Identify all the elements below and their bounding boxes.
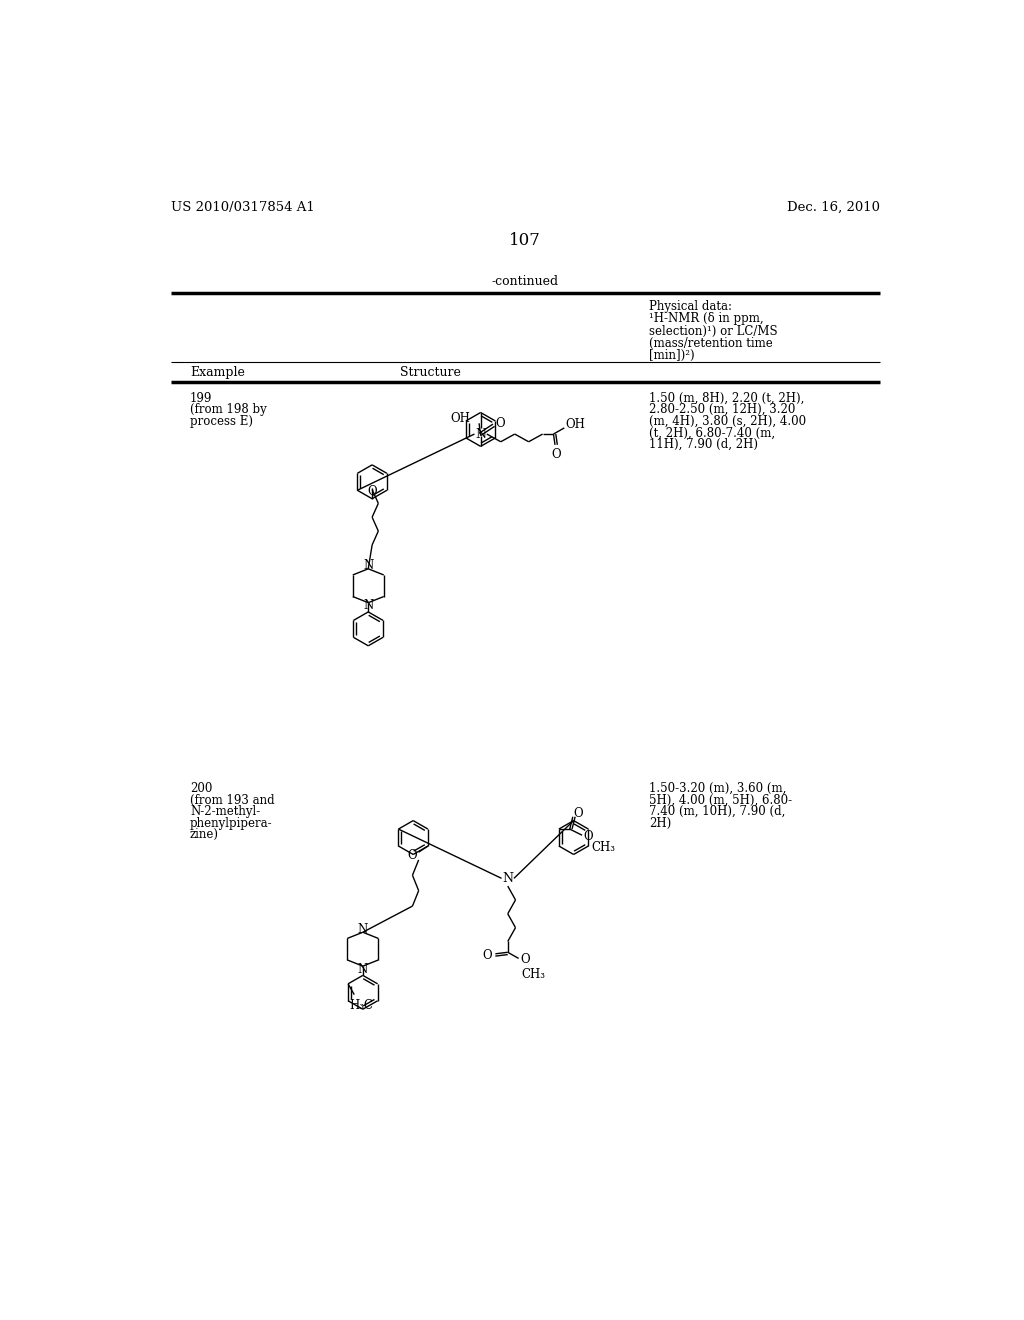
- Text: N: N: [475, 428, 486, 441]
- Text: 11H), 7.90 (d, 2H): 11H), 7.90 (d, 2H): [649, 438, 758, 451]
- Text: (from 198 by: (from 198 by: [190, 404, 266, 416]
- Text: O: O: [552, 447, 561, 461]
- Text: O: O: [496, 417, 505, 430]
- Text: 5H), 4.00 (m, 5H), 6.80-: 5H), 4.00 (m, 5H), 6.80-: [649, 793, 792, 807]
- Text: O: O: [482, 949, 493, 962]
- Text: US 2010/0317854 A1: US 2010/0317854 A1: [171, 201, 314, 214]
- Text: 107: 107: [509, 231, 541, 248]
- Text: 2H): 2H): [649, 817, 671, 830]
- Text: -continued: -continued: [492, 276, 558, 289]
- Text: N: N: [364, 560, 374, 573]
- Text: CH₃: CH₃: [521, 968, 546, 981]
- Text: phenylpipera-: phenylpipera-: [190, 817, 272, 830]
- Text: N-2-methyl-: N-2-methyl-: [190, 805, 260, 818]
- Text: O: O: [520, 953, 529, 966]
- Text: (from 193 and: (from 193 and: [190, 793, 274, 807]
- Text: process E): process E): [190, 414, 253, 428]
- Text: N: N: [502, 871, 513, 884]
- Text: H₃C: H₃C: [349, 999, 374, 1012]
- Text: [min])²): [min])²): [649, 350, 694, 363]
- Text: 200: 200: [190, 781, 212, 795]
- Text: Physical data:: Physical data:: [649, 300, 732, 313]
- Text: 1.50 (m, 8H), 2.20 (t, 2H),: 1.50 (m, 8H), 2.20 (t, 2H),: [649, 392, 804, 405]
- Text: CH₃: CH₃: [592, 841, 615, 854]
- Text: zine): zine): [190, 829, 219, 841]
- Text: OH: OH: [566, 418, 586, 432]
- Text: Example: Example: [190, 367, 245, 379]
- Text: O: O: [584, 830, 593, 843]
- Text: O: O: [368, 484, 377, 498]
- Text: 2.80-2.50 (m, 12H), 3.20: 2.80-2.50 (m, 12H), 3.20: [649, 404, 796, 416]
- Text: 199: 199: [190, 392, 212, 405]
- Text: N: N: [357, 923, 368, 936]
- Text: 1.50-3.20 (m), 3.60 (m,: 1.50-3.20 (m), 3.60 (m,: [649, 781, 786, 795]
- Text: (mass/retention time: (mass/retention time: [649, 337, 772, 350]
- Text: (m, 4H), 3.80 (s, 2H), 4.00: (m, 4H), 3.80 (s, 2H), 4.00: [649, 414, 806, 428]
- Text: Structure: Structure: [399, 367, 461, 379]
- Text: OH: OH: [450, 412, 470, 425]
- Text: N: N: [357, 962, 368, 975]
- Text: 7.40 (m, 10H), 7.90 (d,: 7.40 (m, 10H), 7.90 (d,: [649, 805, 785, 818]
- Text: O: O: [573, 807, 584, 820]
- Text: Dec. 16, 2010: Dec. 16, 2010: [786, 201, 880, 214]
- Text: selection)¹) or LC/MS: selection)¹) or LC/MS: [649, 325, 777, 338]
- Text: (t, 2H), 6.80-7.40 (m,: (t, 2H), 6.80-7.40 (m,: [649, 426, 775, 440]
- Text: O: O: [408, 849, 417, 862]
- Text: ¹H-NMR (δ in ppm,: ¹H-NMR (δ in ppm,: [649, 313, 764, 326]
- Text: N: N: [364, 599, 374, 612]
